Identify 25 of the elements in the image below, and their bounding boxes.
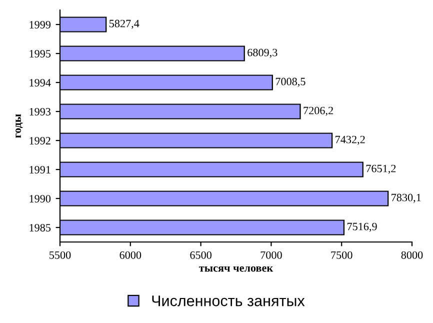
y-tick-label: 1994 — [30, 78, 51, 86]
text: 6809,3 — [248, 48, 278, 58]
x-axis-title: тысяч человек — [199, 266, 274, 272]
x-tick-label: 6000 — [120, 251, 142, 259]
y-tick-label: 1991 — [30, 166, 50, 174]
y-tick-label: 1993 — [30, 108, 51, 116]
legend-label: Численность занятых — [152, 296, 305, 306]
y-axis-title: годы — [16, 114, 23, 138]
text: 7516,9 — [347, 222, 377, 232]
x-tick-label: 7500 — [331, 251, 352, 259]
text: 7830,1 — [392, 194, 421, 203]
text: 7206,2 — [304, 106, 333, 116]
y-tick-label: 1990 — [30, 194, 51, 202]
x-tick-label: 8000 — [401, 251, 423, 259]
x-tick-label: 7000 — [260, 251, 282, 259]
x-tick-label: 5500 — [50, 251, 71, 259]
text: 5827,4 — [110, 20, 140, 29]
y-tick-label: 1999 — [30, 20, 51, 28]
text: 7432,2 — [336, 136, 365, 145]
text: 7651,2 — [366, 164, 396, 174]
y-tick-label: 1985 — [30, 224, 51, 232]
x-tick-label: 6500 — [190, 251, 212, 259]
y-tick-label: 1995 — [30, 50, 51, 58]
y-tick-label: 1992 — [30, 136, 50, 144]
text: 7008,5 — [276, 78, 306, 87]
